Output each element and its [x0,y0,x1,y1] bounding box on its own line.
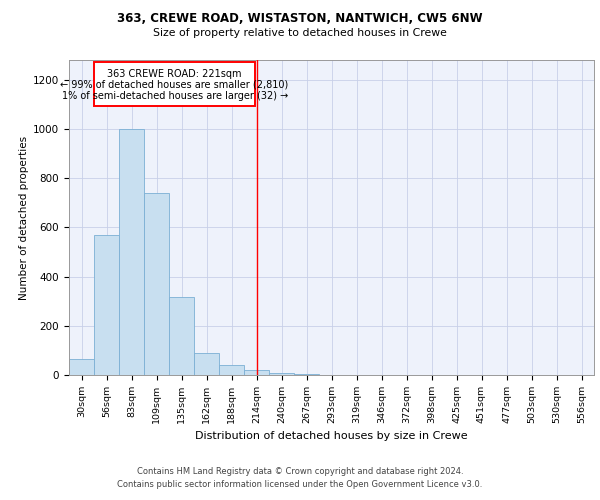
Text: ← 99% of detached houses are smaller (2,810): ← 99% of detached houses are smaller (2,… [61,80,289,90]
Text: 363, CREWE ROAD, WISTASTON, NANTWICH, CW5 6NW: 363, CREWE ROAD, WISTASTON, NANTWICH, CW… [117,12,483,26]
Text: Contains HM Land Registry data © Crown copyright and database right 2024.: Contains HM Land Registry data © Crown c… [137,467,463,476]
Bar [294,374,319,375]
Bar [144,193,169,375]
Text: Size of property relative to detached houses in Crewe: Size of property relative to detached ho… [153,28,447,38]
Bar [69,359,94,375]
Bar [119,129,144,375]
X-axis label: Distribution of detached houses by size in Crewe: Distribution of detached houses by size … [195,432,468,442]
Y-axis label: Number of detached properties: Number of detached properties [19,136,29,300]
Text: Contains public sector information licensed under the Open Government Licence v3: Contains public sector information licen… [118,480,482,489]
Text: 363 CREWE ROAD: 221sqm: 363 CREWE ROAD: 221sqm [107,68,242,78]
Bar [169,298,194,375]
Bar [219,365,244,375]
Bar [94,234,119,375]
Bar [94,62,255,106]
Bar [194,353,219,375]
Bar [269,372,294,375]
Text: 1% of semi-detached houses are larger (32) →: 1% of semi-detached houses are larger (3… [62,91,288,101]
Bar [244,370,269,375]
